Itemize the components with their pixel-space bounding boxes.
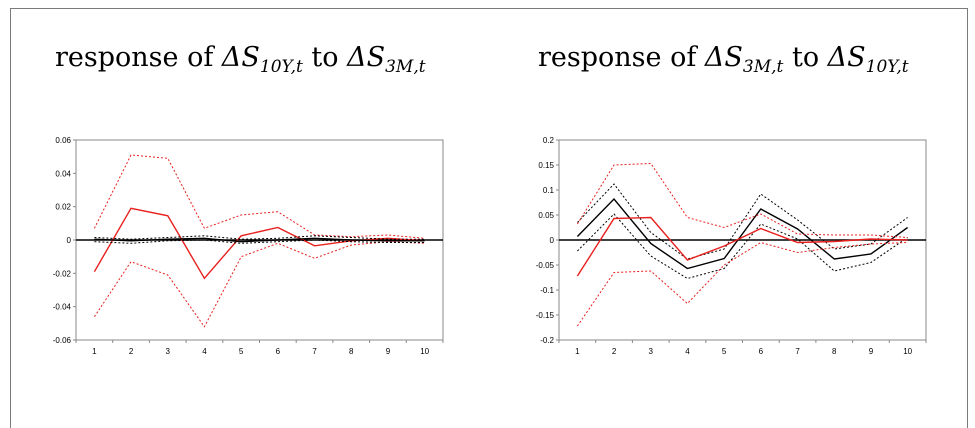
x-tick-label: 10 <box>420 347 429 356</box>
series-line-black-dotted <box>577 183 908 260</box>
series-line-red-dotted <box>93 154 425 239</box>
series-line-black-solid <box>94 237 425 243</box>
chart-right: 0.2 0.15 0.1 0.05 0 -0.05 -0.1 -0.15 -0.2 1 2 3 4 5 6 7… <box>536 136 927 356</box>
series-line-black-dotted <box>94 239 425 244</box>
x-tick-label: 4 <box>202 347 207 356</box>
x-tick-label: 5 <box>722 347 727 356</box>
figure-frame <box>10 8 968 428</box>
x-tick-label: 3 <box>649 347 654 356</box>
y-tick-label: -0.04 <box>53 303 72 312</box>
y-tick-label: 0.15 <box>538 161 554 170</box>
y-tick-label: 0 <box>67 236 72 245</box>
y-tick-label: 0.05 <box>538 211 554 220</box>
y-tick-label: 0.02 <box>55 203 71 212</box>
x-tick-label: 9 <box>386 347 391 356</box>
panel-title-right: response of ΔS3M,t to ΔS10Y,t <box>538 42 909 77</box>
x-tick-label: 6 <box>276 347 281 356</box>
x-tick-label: 7 <box>795 347 800 356</box>
x-tick-label: 3 <box>166 347 171 356</box>
x-tick-label: 10 <box>903 347 912 356</box>
x-tick-label: 7 <box>312 347 317 356</box>
x-tick-label: 8 <box>832 347 837 356</box>
y-tick-label: 0.04 <box>55 169 71 178</box>
y-tick-label: 0.2 <box>543 136 555 145</box>
x-tick-label: 2 <box>129 347 134 356</box>
y-tick-label: 0 <box>550 236 555 245</box>
y-tick-label: -0.2 <box>540 336 554 345</box>
x-tick-label: 4 <box>685 347 690 356</box>
x-tick-label: 1 <box>92 347 97 356</box>
y-tick-label: -0.05 <box>536 261 555 270</box>
series-line-black-solid <box>576 197 909 270</box>
x-tick-label: 9 <box>869 347 874 356</box>
panel-title-left: response of ΔS10Y,t to ΔS3M,t <box>55 42 426 77</box>
series-line-red-solid <box>576 216 908 277</box>
series-line-black-dotted <box>577 213 908 280</box>
x-tick-label: 1 <box>575 347 580 356</box>
x-tick-label: 2 <box>612 347 617 356</box>
series-line-black-dotted <box>94 235 425 240</box>
y-tick-label: 0.1 <box>543 186 555 195</box>
y-tick-label: -0.06 <box>53 336 72 345</box>
x-tick-label: 5 <box>239 347 244 356</box>
series-line-red-dotted <box>576 241 908 327</box>
chart-left: 0.06 0.04 0.02 0 -0.02 -0.04 -0.06 1 2 3 4 5 6 7 8 9 10 <box>53 136 444 356</box>
x-tick-label: 6 <box>759 347 764 356</box>
y-tick-label: -0.02 <box>53 269 72 278</box>
x-tick-label: 8 <box>349 347 354 356</box>
y-tick-label: -0.15 <box>536 311 555 320</box>
y-tick-label: -0.1 <box>540 286 554 295</box>
y-tick-label: 0.06 <box>55 136 71 145</box>
series-line-red-dotted <box>93 241 425 328</box>
series-line-red-dotted <box>576 162 908 238</box>
series-line-red-solid <box>93 207 425 280</box>
